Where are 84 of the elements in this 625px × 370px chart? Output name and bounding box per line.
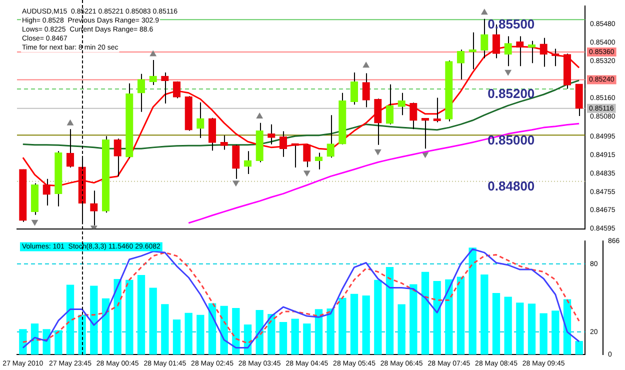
annotation: 0.85200 [488,86,535,102]
bar [540,313,548,355]
candlestick [172,80,181,99]
candlestick [386,84,394,125]
candlestick [149,60,157,86]
bar [410,284,418,355]
bar [516,302,524,355]
bar [149,288,157,355]
candlestick [161,72,169,104]
bar [30,324,39,355]
bar [184,312,192,355]
candlestick [137,73,146,112]
bar [161,304,169,355]
bar [54,330,62,355]
candlestick [516,36,524,67]
bar [303,324,311,355]
candlestick [90,190,98,226]
point [256,112,263,118]
point [32,220,38,226]
bar [575,341,583,355]
bar [480,274,488,355]
bar [208,303,216,355]
bar [421,272,430,355]
bar [114,278,122,355]
bar [350,294,358,355]
candlestick [350,72,358,106]
bar [386,267,394,355]
candlestick [575,84,583,116]
candlestick [326,114,334,158]
bar [268,314,276,355]
bar [232,308,240,355]
candlestick [244,150,252,175]
point [67,120,74,126]
bar [374,280,382,355]
bar [291,318,299,355]
bar [314,309,323,355]
candlestick [303,144,311,168]
candlestick [398,92,406,116]
bar [433,280,441,355]
candlestick [362,72,370,108]
candlestick [480,18,488,59]
bar [90,286,98,355]
bar [279,322,288,355]
point [374,149,382,155]
candlestick [314,152,323,170]
candlestick [374,98,382,146]
candlestick [208,117,216,152]
annotation: 0.85000 [488,132,535,148]
bar [362,295,370,355]
point [422,152,428,158]
bar [172,319,181,355]
bar [456,276,465,355]
point [304,170,310,176]
candlestick [196,102,204,138]
candlestick [468,32,476,70]
bar [137,275,146,355]
point [504,70,512,76]
bar [326,308,334,355]
annotation: 0.85500 [488,16,535,32]
candlestick [66,128,74,168]
bar [102,298,110,355]
candlestick [232,144,240,180]
bar [19,329,27,355]
annotation: 0.84800 [488,178,535,194]
bar [504,296,512,355]
bar [468,248,476,355]
bar [398,304,406,355]
candlestick [220,134,228,150]
bar [126,280,134,355]
point [481,9,488,15]
point [362,62,370,68]
candlestick [114,138,122,177]
bar [445,279,453,355]
bar [66,284,74,355]
bar [256,310,264,355]
candlestick [268,124,276,145]
bar [492,292,500,355]
bar [528,304,536,355]
point [150,50,156,56]
candlestick [410,102,418,130]
point [232,180,240,186]
bar [552,310,560,355]
bar [338,298,346,355]
bar [196,314,204,355]
